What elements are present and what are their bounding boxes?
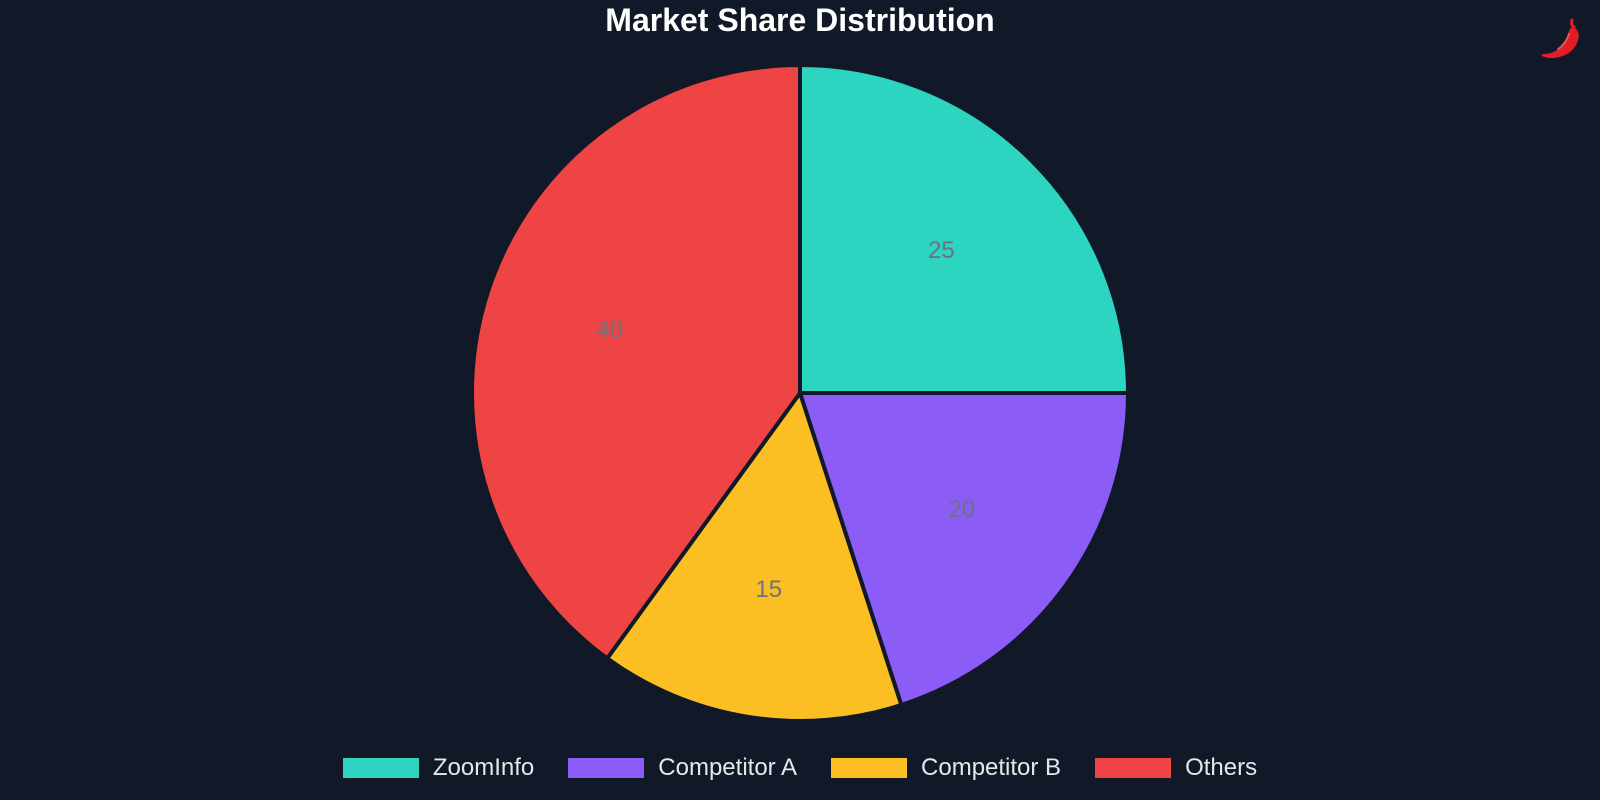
slice-value-label: 25 — [928, 237, 955, 264]
legend-item: ZoomInfo — [342, 754, 535, 782]
legend-label: Others — [1185, 754, 1258, 781]
legend-label: Competitor B — [921, 754, 1062, 781]
pie-slice-others — [470, 63, 802, 661]
slice-value-label: 20 — [948, 496, 975, 523]
slice-value-label: 40 — [596, 317, 623, 344]
pie-slice-zoominfo — [798, 63, 1130, 395]
slice-value-label: 15 — [755, 576, 782, 603]
legend-item: Competitor B — [831, 754, 1061, 782]
legend-swatch — [342, 758, 419, 778]
pie-slice-competitor-a — [798, 391, 1130, 707]
chart-legend: ZoomInfo Competitor A Competitor B Others — [0, 746, 1600, 790]
pie-chart: 25 20 15 40 — [470, 63, 1130, 724]
legend-swatch — [568, 758, 645, 778]
chart-title: Market Share Distribution — [605, 2, 995, 38]
legend-label: ZoomInfo — [432, 754, 535, 781]
pie-slice-competitor-b — [605, 391, 904, 724]
legend-item: Others — [1095, 754, 1257, 782]
legend-swatch — [831, 758, 908, 778]
pie-slices — [470, 63, 1130, 724]
legend-item: Competitor A — [568, 754, 797, 782]
legend-swatch — [1095, 758, 1172, 778]
chili-pepper-icon — [1538, 14, 1586, 62]
legend-label: Competitor A — [658, 754, 798, 781]
pie-slice-labels: 25 20 15 40 — [596, 237, 975, 603]
